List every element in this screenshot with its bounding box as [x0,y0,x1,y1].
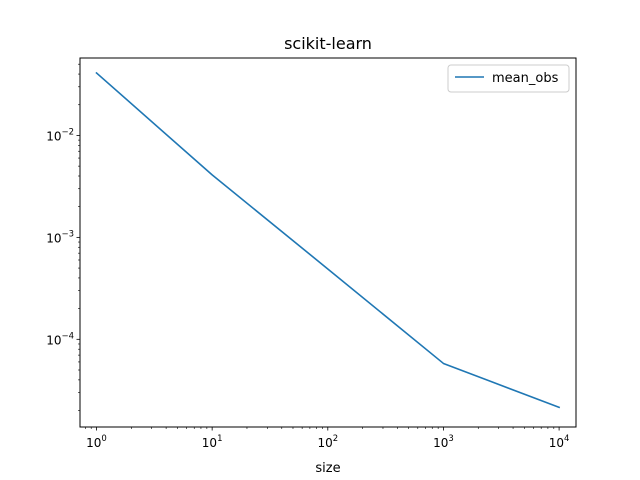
legend-box [447,64,570,93]
x-tick-label: 103 [433,434,454,450]
x-axis-label: size [315,461,340,476]
y-tick-label: 10−3 [46,229,74,245]
plot-area [80,58,576,427]
legend-label-mean_obs: mean_obs [492,71,559,86]
legend: mean_obs [447,64,570,93]
plot-frame [79,57,577,428]
x-tick-label: 102 [317,434,338,450]
x-tick-label: 101 [202,434,223,450]
x-tick-label: 104 [549,434,570,450]
series-layer [95,71,561,409]
y-tick-label: 10−2 [46,127,74,143]
major-ticks: 100 101 102 103 104 10−2 10−3 10−4 [46,127,569,450]
y-tick-label: 10−4 [46,331,74,347]
x-tick-label: 100 [86,434,107,450]
series-line-mean_obs [95,71,561,409]
chart-title: scikit-learn [284,34,372,53]
